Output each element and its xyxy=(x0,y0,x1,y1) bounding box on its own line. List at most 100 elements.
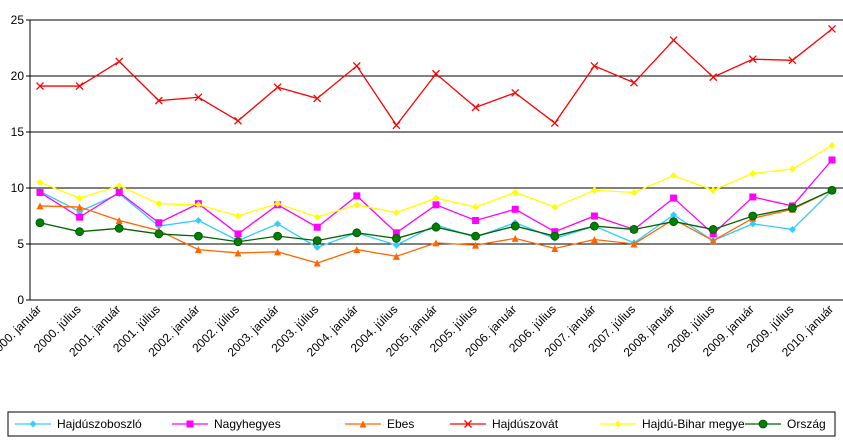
marker xyxy=(828,156,836,164)
marker xyxy=(590,236,598,244)
legend-marker xyxy=(758,419,768,429)
marker xyxy=(114,223,124,233)
marker xyxy=(35,218,45,228)
y-tick-label: 5 xyxy=(17,237,24,251)
marker xyxy=(709,186,717,194)
marker xyxy=(36,188,44,196)
marker xyxy=(471,231,481,241)
marker xyxy=(630,188,638,196)
marker xyxy=(828,141,836,149)
marker xyxy=(472,216,480,224)
marker xyxy=(749,169,757,177)
marker xyxy=(273,83,282,92)
marker xyxy=(709,73,718,82)
marker xyxy=(432,69,440,78)
marker xyxy=(828,25,836,33)
marker xyxy=(313,259,321,267)
marker xyxy=(313,213,321,221)
legend-marker xyxy=(29,420,37,428)
marker xyxy=(630,78,638,87)
marker xyxy=(590,212,598,220)
marker xyxy=(234,212,242,220)
marker xyxy=(392,121,401,130)
marker xyxy=(115,188,123,196)
legend-marker xyxy=(464,420,472,428)
legend-label: Hajdúszoboszló xyxy=(57,417,142,431)
marker xyxy=(76,203,84,211)
marker xyxy=(551,203,559,211)
marker xyxy=(392,209,400,217)
marker xyxy=(313,94,322,103)
marker xyxy=(353,201,361,209)
y-tick-label: 10 xyxy=(11,181,25,195)
marker xyxy=(550,119,559,127)
marker xyxy=(709,237,717,245)
marker xyxy=(353,192,361,200)
marker xyxy=(193,231,203,241)
marker xyxy=(431,222,441,232)
marker xyxy=(748,55,757,64)
legend-label: Ebes xyxy=(387,417,414,431)
marker xyxy=(432,194,440,202)
marker xyxy=(154,96,163,105)
marker xyxy=(629,225,639,234)
marker xyxy=(670,211,678,219)
legend-marker xyxy=(186,420,194,428)
marker xyxy=(233,237,243,247)
marker xyxy=(154,229,164,239)
marker xyxy=(788,165,796,173)
marker xyxy=(511,234,519,242)
marker xyxy=(511,188,519,196)
marker xyxy=(313,243,321,251)
marker xyxy=(590,186,598,194)
marker xyxy=(392,252,400,260)
marker xyxy=(670,172,678,180)
legend-label: Ország xyxy=(787,417,826,431)
marker xyxy=(115,57,124,66)
marker xyxy=(788,203,797,213)
marker xyxy=(391,233,401,243)
marker xyxy=(788,225,796,233)
marker xyxy=(472,203,480,211)
marker xyxy=(590,61,599,70)
marker xyxy=(76,194,84,202)
marker xyxy=(669,36,678,45)
marker xyxy=(36,82,44,91)
y-tick-label: 20 xyxy=(11,69,25,83)
marker xyxy=(75,227,84,237)
marker xyxy=(392,229,400,237)
marker xyxy=(155,200,163,208)
marker xyxy=(313,223,321,231)
marker xyxy=(353,246,361,254)
marker xyxy=(194,201,202,209)
marker xyxy=(194,93,203,102)
marker xyxy=(234,249,242,257)
marker xyxy=(590,221,599,231)
legend-marker xyxy=(359,420,367,428)
marker xyxy=(748,211,758,221)
legend-box xyxy=(7,411,836,437)
marker xyxy=(274,220,282,228)
marker xyxy=(234,230,242,238)
marker xyxy=(432,201,440,209)
marker xyxy=(36,178,44,186)
marker xyxy=(274,200,282,208)
marker xyxy=(749,193,757,201)
marker xyxy=(709,230,717,238)
marker xyxy=(352,61,361,70)
legend-label: Nagyhegyes xyxy=(214,417,281,431)
marker xyxy=(352,228,362,238)
y-tick-label: 0 xyxy=(17,293,24,307)
marker xyxy=(234,116,242,125)
marker xyxy=(827,185,837,195)
marker xyxy=(551,244,559,252)
y-tick-label: 25 xyxy=(11,13,25,27)
legend-label: Hajdúszovát xyxy=(492,417,559,431)
marker xyxy=(75,82,84,91)
marker xyxy=(273,231,283,241)
y-tick-label: 15 xyxy=(11,125,25,139)
marker xyxy=(392,241,400,249)
marker xyxy=(312,236,322,246)
marker xyxy=(432,239,440,247)
